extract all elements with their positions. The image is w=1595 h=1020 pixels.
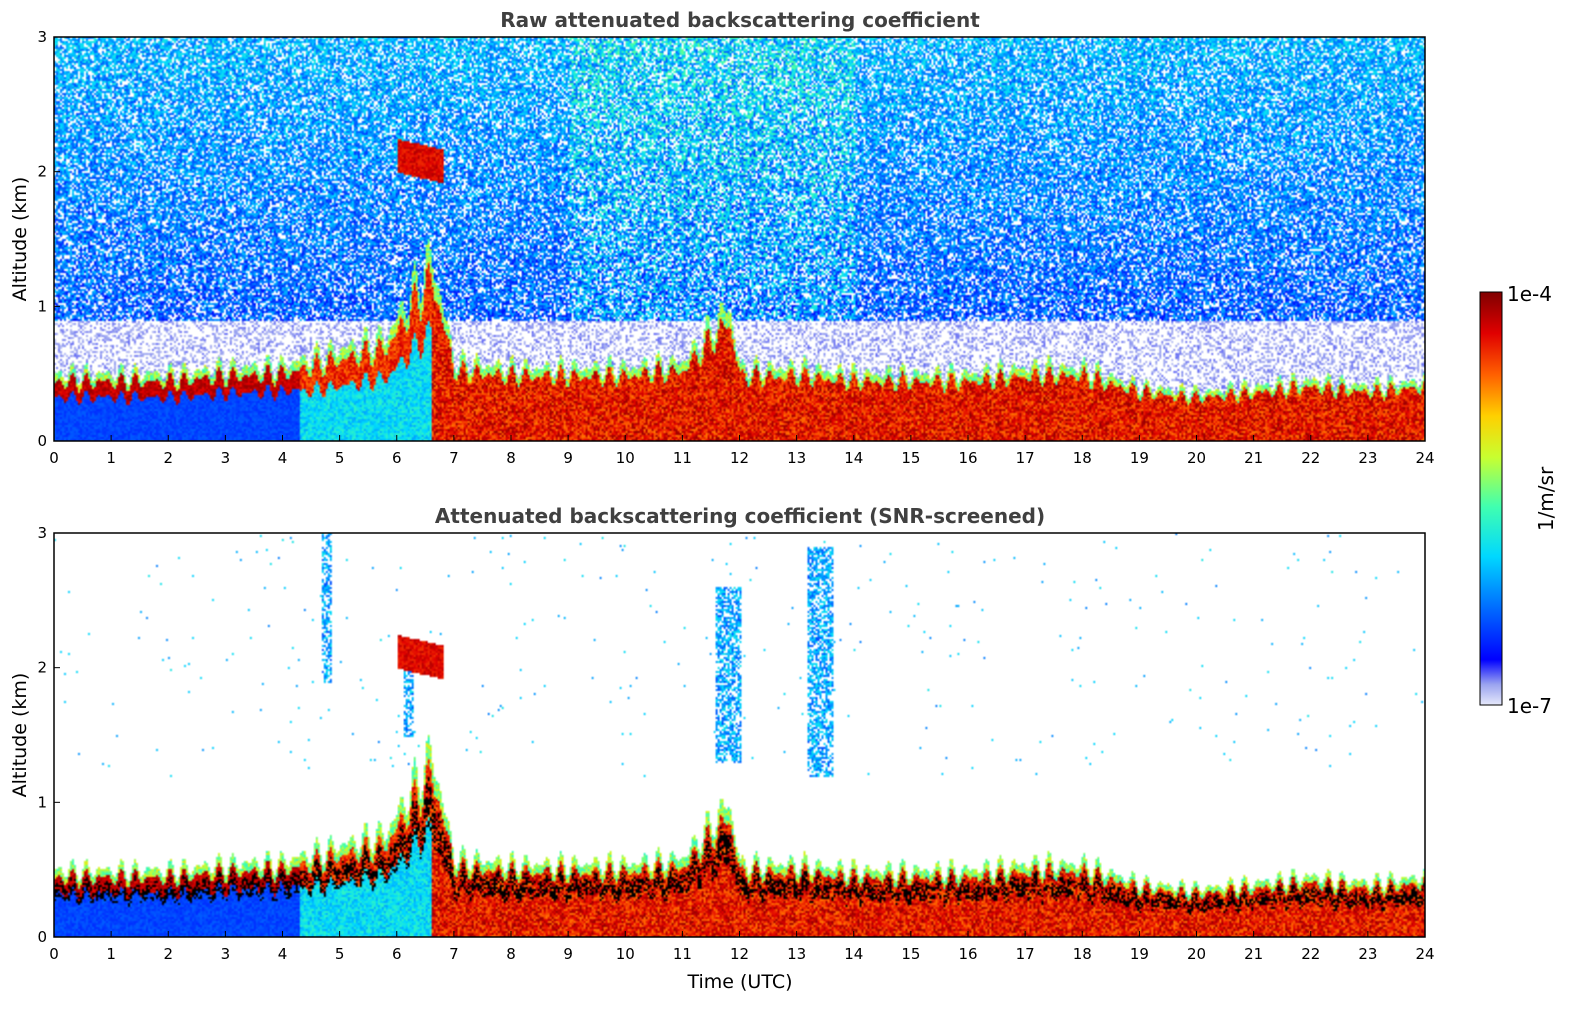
colorbar-min-label: 1e-7	[1507, 694, 1552, 718]
screened-backscatter-heatmap	[54, 533, 1425, 937]
x-tick-label: 14	[844, 945, 863, 963]
x-tick-label: 8	[506, 449, 516, 467]
y-tick-label: 1	[37, 793, 47, 811]
screened-y-axis-label: Altitude (km)	[9, 673, 31, 798]
x-tick-label: 15	[901, 945, 920, 963]
x-tick-label: 7	[449, 449, 459, 467]
x-tick-label: 0	[49, 945, 59, 963]
x-tick-label: 11	[673, 945, 692, 963]
x-tick-label: 6	[392, 449, 402, 467]
screened-panel-title: Attenuated backscattering coefficient (S…	[435, 504, 1045, 528]
y-tick-label: 1	[37, 297, 47, 315]
x-tick-label: 2	[163, 449, 173, 467]
x-tick-label: 24	[1415, 945, 1434, 963]
x-tick-label: 19	[1130, 449, 1149, 467]
colorbar-gradient	[1479, 291, 1503, 706]
y-tick-label: 3	[37, 524, 47, 542]
y-tick-label: 2	[37, 163, 47, 181]
x-tick-label: 12	[730, 449, 749, 467]
x-tick-label: 4	[278, 945, 288, 963]
x-tick-label: 3	[221, 449, 231, 467]
x-tick-label: 21	[1244, 449, 1263, 467]
x-tick-label: 23	[1358, 945, 1377, 963]
x-tick-label: 23	[1358, 449, 1377, 467]
raw-backscatter-panel: Raw attenuated backscattering coefficien…	[9, 8, 1435, 467]
x-tick-label: 10	[616, 945, 635, 963]
x-tick-label: 16	[958, 449, 977, 467]
colorbar-max-label: 1e-4	[1507, 282, 1552, 306]
x-tick-label: 20	[1187, 945, 1206, 963]
x-tick-label: 17	[1016, 449, 1035, 467]
screened-backscatter-panel: Attenuated backscattering coefficient (S…	[9, 504, 1435, 993]
x-tick-label: 6	[392, 945, 402, 963]
x-tick-label: 19	[1130, 945, 1149, 963]
x-tick-label: 13	[787, 945, 806, 963]
x-tick-label: 22	[1301, 945, 1320, 963]
y-tick-label: 0	[37, 432, 47, 450]
x-tick-label: 8	[506, 945, 516, 963]
x-tick-label: 11	[673, 449, 692, 467]
x-tick-label: 18	[1073, 945, 1092, 963]
x-tick-label: 20	[1187, 449, 1206, 467]
x-tick-label: 5	[335, 449, 345, 467]
x-tick-label: 0	[49, 449, 59, 467]
x-tick-label: 22	[1301, 449, 1320, 467]
x-axis-label: Time (UTC)	[686, 971, 792, 993]
y-tick-label: 0	[37, 928, 47, 946]
colorbar-unit-label: 1/m/sr	[1534, 466, 1558, 531]
x-tick-label: 13	[787, 449, 806, 467]
x-tick-label: 21	[1244, 945, 1263, 963]
colorbar: 1e-4 1e-7 1/m/sr	[1479, 282, 1558, 718]
screened-x-ticks: 0 1 2 3 4 5 6 7 8 9 10 11 12 13 14 15 16 17 18 19 20 21 22 23 24	[49, 931, 1435, 963]
x-tick-label: 12	[730, 945, 749, 963]
raw-y-axis-label: Altitude (km)	[9, 177, 31, 302]
x-tick-label: 7	[449, 945, 459, 963]
x-tick-label: 1	[106, 945, 116, 963]
x-tick-label: 16	[958, 945, 977, 963]
x-tick-label: 18	[1073, 449, 1092, 467]
raw-x-ticks: 0 1 2 3 4 5 6 7 8 9 10 11 12 13 14 15 16 17 18 19 20 21 22 23 24	[49, 435, 1435, 467]
x-tick-label: 3	[221, 945, 231, 963]
y-tick-label: 3	[37, 28, 47, 46]
x-tick-label: 24	[1415, 449, 1434, 467]
x-tick-label: 15	[901, 449, 920, 467]
x-tick-label: 4	[278, 449, 288, 467]
screened-y-ticks: 0 1 2 3	[37, 524, 60, 946]
x-tick-label: 10	[616, 449, 635, 467]
raw-panel-title: Raw attenuated backscattering coefficien…	[500, 8, 980, 32]
raw-backscatter-heatmap	[54, 37, 1425, 441]
x-tick-label: 5	[335, 945, 345, 963]
raw-y-ticks: 0 1 2 3	[37, 28, 60, 450]
x-tick-label: 1	[106, 449, 116, 467]
x-tick-label: 9	[563, 449, 573, 467]
x-tick-label: 14	[844, 449, 863, 467]
x-tick-label: 9	[563, 945, 573, 963]
x-tick-label: 2	[163, 945, 173, 963]
y-tick-label: 2	[37, 659, 47, 677]
x-tick-label: 17	[1016, 945, 1035, 963]
